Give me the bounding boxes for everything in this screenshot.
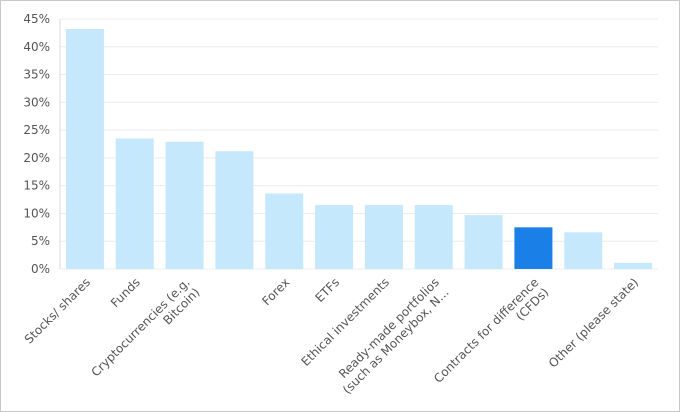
bar <box>315 205 354 269</box>
y-tick-label: 30% <box>23 95 50 109</box>
bar <box>614 262 653 269</box>
x-tick-label: Other (please state) <box>546 275 641 370</box>
y-tick-label: 5% <box>31 234 50 248</box>
y-tick-label: 10% <box>23 206 50 220</box>
x-tick-label: ETFs <box>312 275 342 305</box>
bar <box>564 232 603 269</box>
x-tick-label: Funds <box>108 275 143 310</box>
bar <box>165 141 204 269</box>
bar <box>514 227 553 269</box>
x-tick-label: Ready-made portfolios (such as Moneybox,… <box>327 275 451 399</box>
y-tick-label: 20% <box>23 151 50 165</box>
bar <box>115 138 154 269</box>
x-tick-label: Forex <box>259 275 292 308</box>
bar <box>464 215 503 269</box>
bar <box>265 193 304 269</box>
y-tick-label: 45% <box>23 12 50 26</box>
y-tick-label: 40% <box>23 40 50 54</box>
bar <box>364 205 403 269</box>
y-tick-label: 15% <box>23 179 50 193</box>
x-tick-label: Stocks/ shares <box>22 275 93 346</box>
bar <box>215 151 254 269</box>
y-tick-label: 0% <box>31 262 50 276</box>
x-tick-label: Cryptocurrencies (e.g. Bitcoin) <box>89 275 203 389</box>
bar <box>65 29 104 269</box>
bar <box>414 205 453 269</box>
y-tick-label: 35% <box>23 68 50 82</box>
y-tick-label: 25% <box>23 123 50 137</box>
